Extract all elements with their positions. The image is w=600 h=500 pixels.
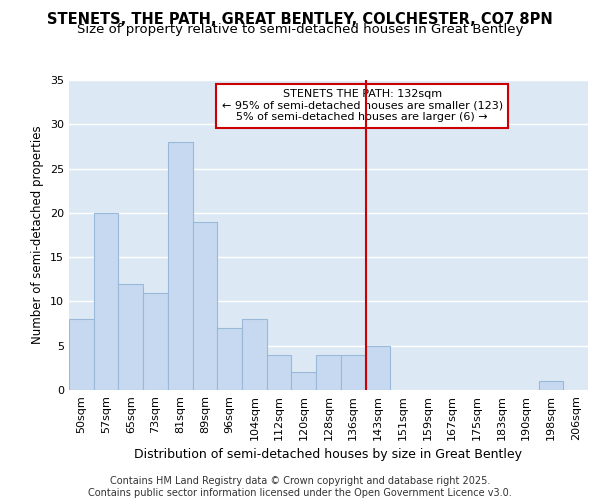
Bar (94, 213, 118, 390)
Text: STENETS THE PATH: 132sqm
← 95% of semi-detached houses are smaller (123)
5% of s: STENETS THE PATH: 132sqm ← 95% of semi-d… (221, 90, 503, 122)
Bar (217, 328, 242, 390)
Bar (118, 284, 143, 390)
Bar (292, 372, 316, 390)
Bar (168, 142, 193, 390)
Text: STENETS, THE PATH, GREAT BENTLEY, COLCHESTER, CO7 8PN: STENETS, THE PATH, GREAT BENTLEY, COLCHE… (47, 12, 553, 28)
Text: Size of property relative to semi-detached houses in Great Bentley: Size of property relative to semi-detach… (77, 24, 523, 36)
Bar (316, 354, 341, 390)
Bar (193, 222, 217, 390)
Bar (539, 381, 563, 390)
Bar (143, 292, 168, 390)
Bar (267, 354, 292, 390)
Bar (365, 346, 390, 390)
Text: Contains HM Land Registry data © Crown copyright and database right 2025.
Contai: Contains HM Land Registry data © Crown c… (88, 476, 512, 498)
Bar (341, 354, 365, 390)
Bar (242, 319, 267, 390)
Bar (69, 319, 94, 390)
Y-axis label: Number of semi-detached properties: Number of semi-detached properties (31, 126, 44, 344)
X-axis label: Distribution of semi-detached houses by size in Great Bentley: Distribution of semi-detached houses by … (134, 448, 523, 461)
